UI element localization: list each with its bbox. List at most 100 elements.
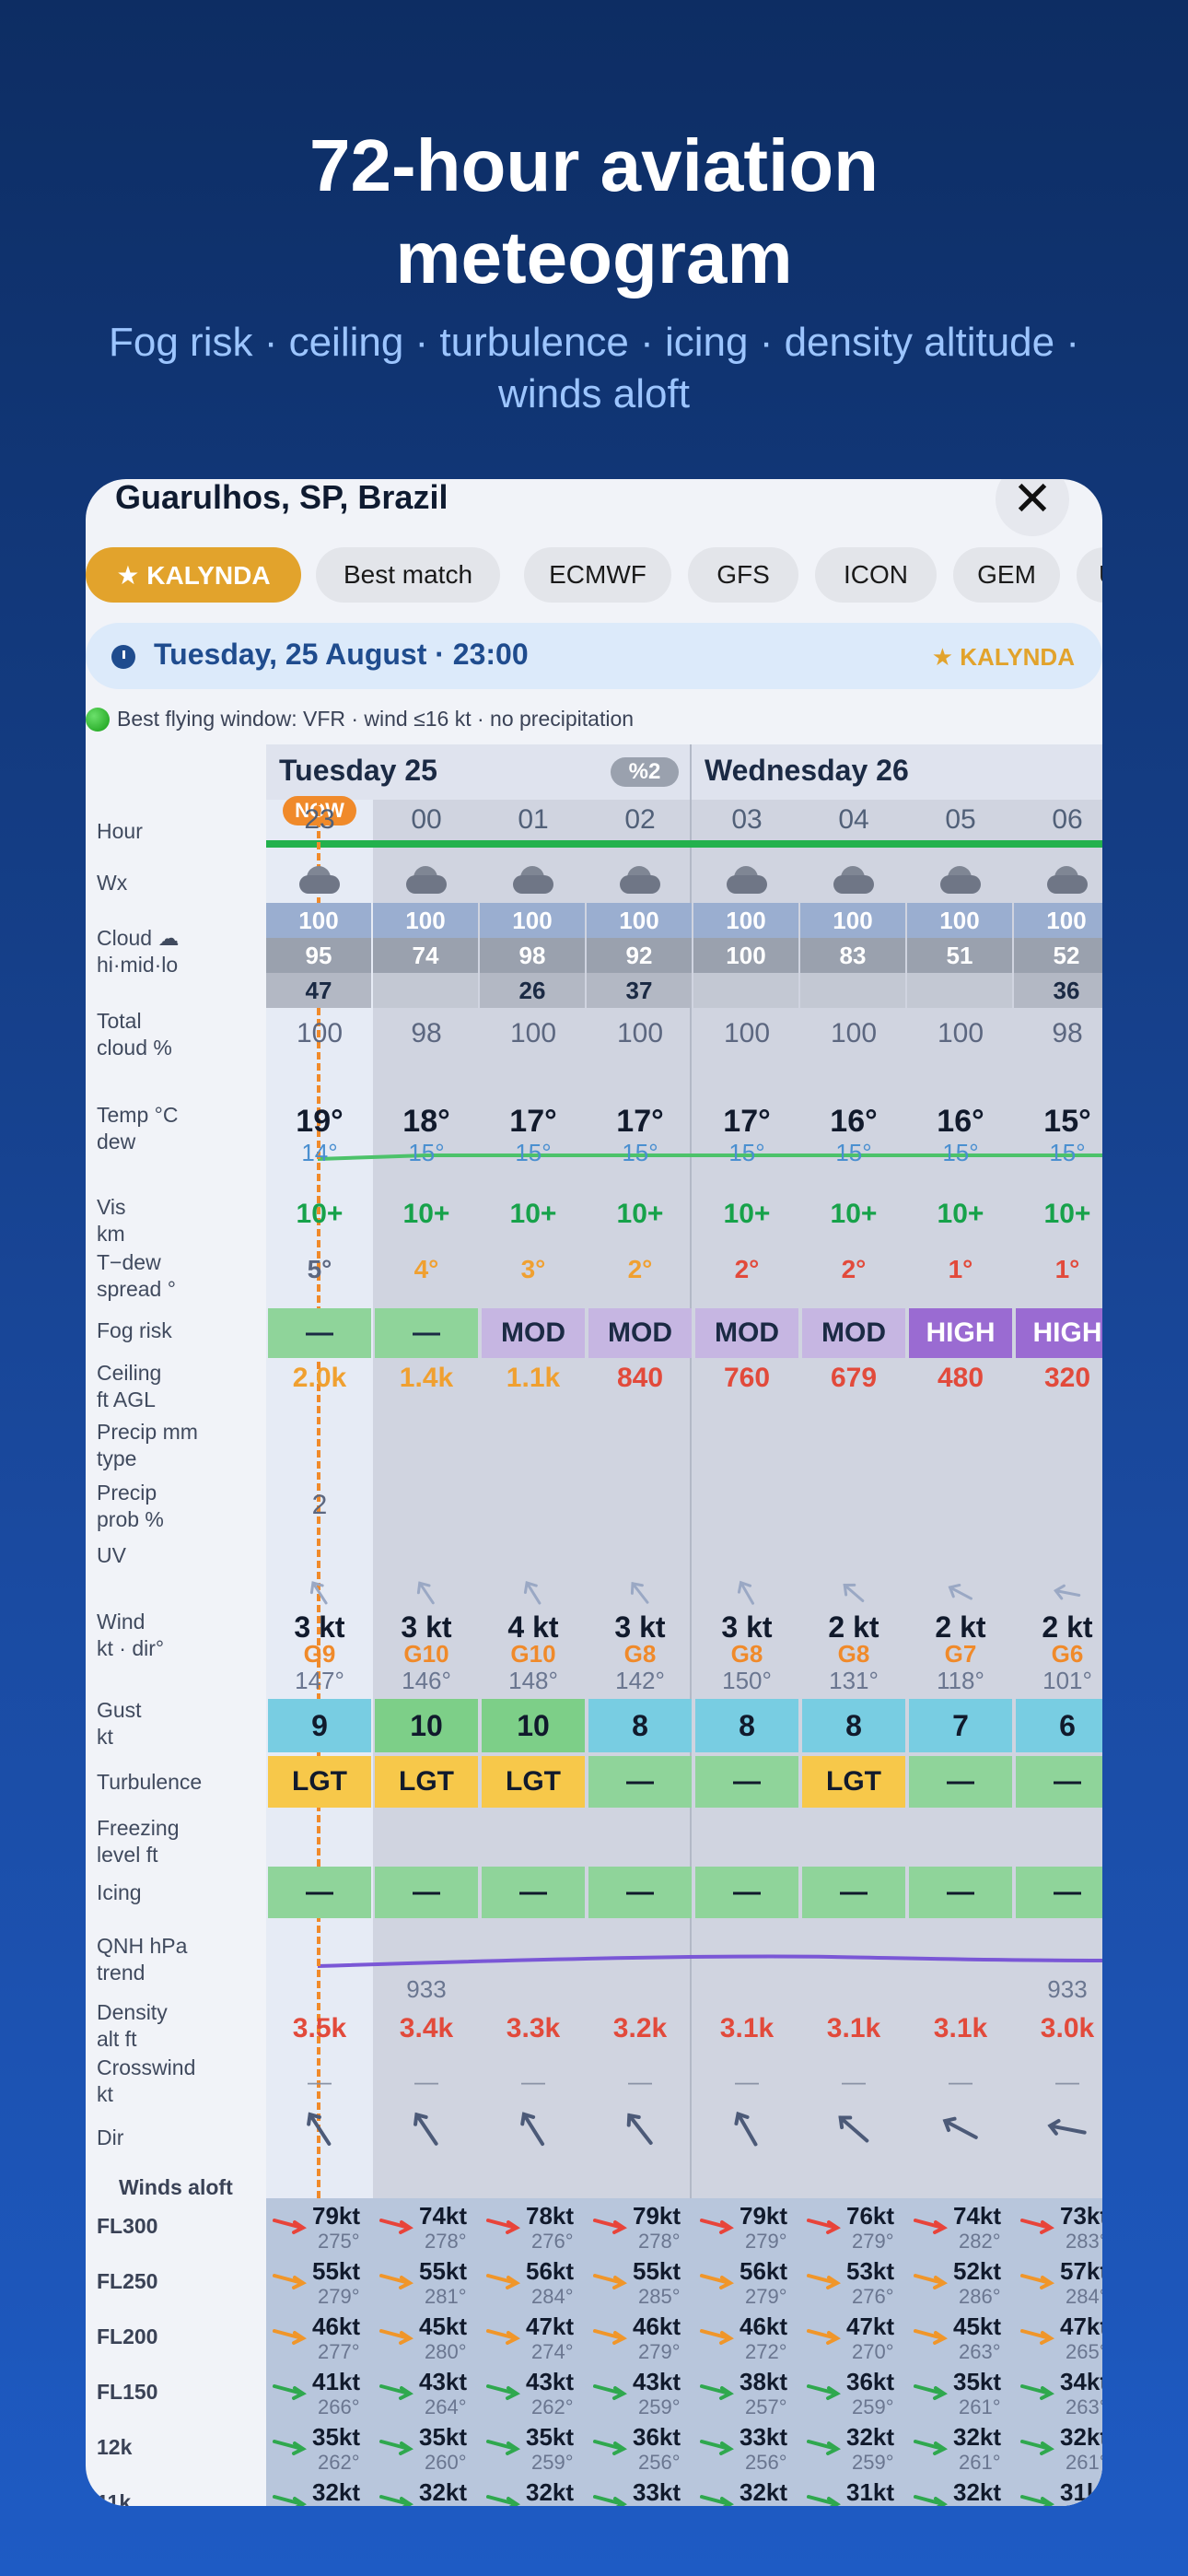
cloud-mid: 95	[266, 938, 371, 973]
temperature: 16°	[830, 1103, 878, 1139]
hour-label[interactable]: 04	[838, 804, 869, 835]
density-altitude: 3.1k	[719, 2013, 775, 2043]
overcast-cloud-icon	[1047, 866, 1088, 894]
temp-dew-spread: 2°	[627, 1255, 653, 1283]
aloft-speed: 32kt	[740, 2478, 788, 2506]
label-vis: Vis km	[97, 1194, 126, 1247]
label-line: Gust	[97, 1698, 142, 1722]
icing: —	[268, 1867, 371, 1918]
precip-prob	[693, 1487, 800, 1524]
wind-gust: G10	[510, 1639, 556, 1668]
model-pill-kalynda[interactable]: ★ KALYNDA	[86, 547, 301, 603]
aloft-speed: 76kt	[846, 2202, 895, 2230]
aloft-arrow-icon	[273, 2440, 307, 2455]
aloft-arrow-icon	[486, 2440, 520, 2455]
aloft-level-label: FL300	[97, 2214, 158, 2238]
crosswind: —	[308, 2067, 332, 2095]
temperature: 17°	[509, 1103, 557, 1139]
wind-gust: G8	[837, 1639, 870, 1668]
aloft-arrow-icon	[807, 2440, 841, 2455]
density-altitude: 3.3k	[506, 2013, 561, 2043]
aloft-speed: 73kt	[1060, 2202, 1102, 2230]
temp-dew-spread: 2°	[734, 1255, 760, 1283]
hour-label[interactable]: 01	[518, 804, 549, 835]
aloft-level-label: 12k	[97, 2435, 133, 2459]
aloft-direction: 279°	[745, 2285, 787, 2308]
wind-gust: G8	[730, 1639, 763, 1668]
cloud-low	[800, 973, 905, 1008]
hour-label[interactable]: 06	[1052, 804, 1083, 835]
temp-dew-spread: 1°	[948, 1255, 973, 1283]
day-header-tuesday: Tuesday 25 %2	[266, 744, 690, 800]
temp-dew-spread: 1°	[1054, 1255, 1080, 1283]
aloft-direction: 256°	[745, 2451, 787, 2474]
model-pill-ecmwf[interactable]: ECMWF	[524, 547, 671, 603]
icing: —	[588, 1867, 692, 1918]
flying-window-text: Best flying window: VFR · wind ≤16 kt · …	[117, 707, 635, 731]
dewpoint: 14°	[301, 1138, 338, 1166]
model-pill-icon[interactable]: ICON	[815, 547, 937, 603]
aloft-speed: 43kt	[526, 2368, 575, 2395]
total-cloud: 100	[296, 1018, 344, 1048]
aloft-arrow-icon	[1020, 2274, 1054, 2289]
model-pill-gfs[interactable]: GFS	[688, 547, 798, 603]
wind-speed: 3 kt	[294, 1610, 345, 1644]
hour-label[interactable]: 02	[624, 804, 656, 835]
ceiling: 2.0k	[292, 1363, 347, 1393]
label-wx: Wx	[97, 871, 128, 895]
dewpoint: 15°	[835, 1138, 872, 1166]
turbulence: —	[909, 1756, 1012, 1808]
aloft-arrow-icon	[593, 2219, 627, 2234]
aloft-arrow-icon	[593, 2440, 627, 2455]
qnh-label	[480, 1975, 587, 2003]
visibility: 10+	[296, 1199, 344, 1229]
aloft-direction: 279°	[638, 2340, 681, 2363]
aloft-direction: 257°	[745, 2395, 787, 2418]
aloft-speed: 79kt	[312, 2202, 361, 2230]
cloud-mid: 92	[587, 938, 692, 973]
date-bar[interactable]: Tuesday, 25 August · 23:00 ★ KALYNDA	[86, 623, 1102, 689]
aloft-direction: 266°	[318, 2395, 360, 2418]
model-pill-more[interactable]: U	[1077, 547, 1102, 603]
aloft-speed: 46kt	[633, 2313, 681, 2340]
hour-label[interactable]: 00	[411, 804, 442, 835]
wind-gust: G10	[403, 1639, 449, 1668]
wind-arrow-icon	[309, 1581, 328, 1605]
temp-dew-spread: 5°	[307, 1255, 332, 1283]
precip-prob	[800, 1487, 907, 1524]
aloft-arrow-icon	[914, 2274, 948, 2289]
location-title: Guarulhos, SP, Brazil	[115, 479, 448, 516]
model-pill-gem[interactable]: GEM	[953, 547, 1060, 603]
label-line: level ft	[97, 1843, 158, 1867]
aloft-speed: 79kt	[740, 2202, 788, 2230]
fog-risk: HIGH	[909, 1308, 1012, 1358]
hour-label[interactable]: 03	[731, 804, 763, 835]
close-button[interactable]: ✕	[996, 479, 1069, 536]
day-divider	[690, 744, 692, 2506]
hour-label[interactable]: 23	[304, 804, 335, 835]
wind-speed: 3 kt	[721, 1610, 773, 1644]
aloft-arrow-icon	[807, 2495, 841, 2506]
aloft-speed: 34kt	[1060, 2368, 1102, 2395]
label-fog: Fog risk	[97, 1318, 172, 1342]
gust-box: 10	[375, 1699, 478, 1752]
wind-speed: 2 kt	[1042, 1610, 1093, 1644]
cloud-high: 100	[587, 903, 692, 938]
aloft-speed: 45kt	[419, 2313, 468, 2340]
label-line: prob %	[97, 1507, 164, 1531]
model-pill-best-match[interactable]: Best match	[316, 547, 500, 603]
gust-box: 7	[909, 1699, 1012, 1752]
density-altitude: 3.4k	[399, 2013, 454, 2043]
aloft-arrow-icon	[379, 2495, 413, 2506]
meteogram-grid[interactable]: Tuesday 25 %2 Wednesday 26 Hour Wx Cloud…	[86, 744, 1102, 2506]
hour-label[interactable]: 05	[945, 804, 976, 835]
label-cloud: Cloud ☁ hi·mid·lo	[97, 925, 179, 978]
aloft-speed: 78kt	[526, 2202, 575, 2230]
turbulence: LGT	[268, 1756, 371, 1808]
ceiling: 760	[723, 1363, 771, 1393]
turbulence: LGT	[375, 1756, 478, 1808]
aloft-arrow-icon	[1020, 2219, 1054, 2234]
temperature: 19°	[296, 1103, 344, 1139]
aloft-arrow-icon	[914, 2384, 948, 2400]
aloft-arrow-icon	[807, 2384, 841, 2400]
